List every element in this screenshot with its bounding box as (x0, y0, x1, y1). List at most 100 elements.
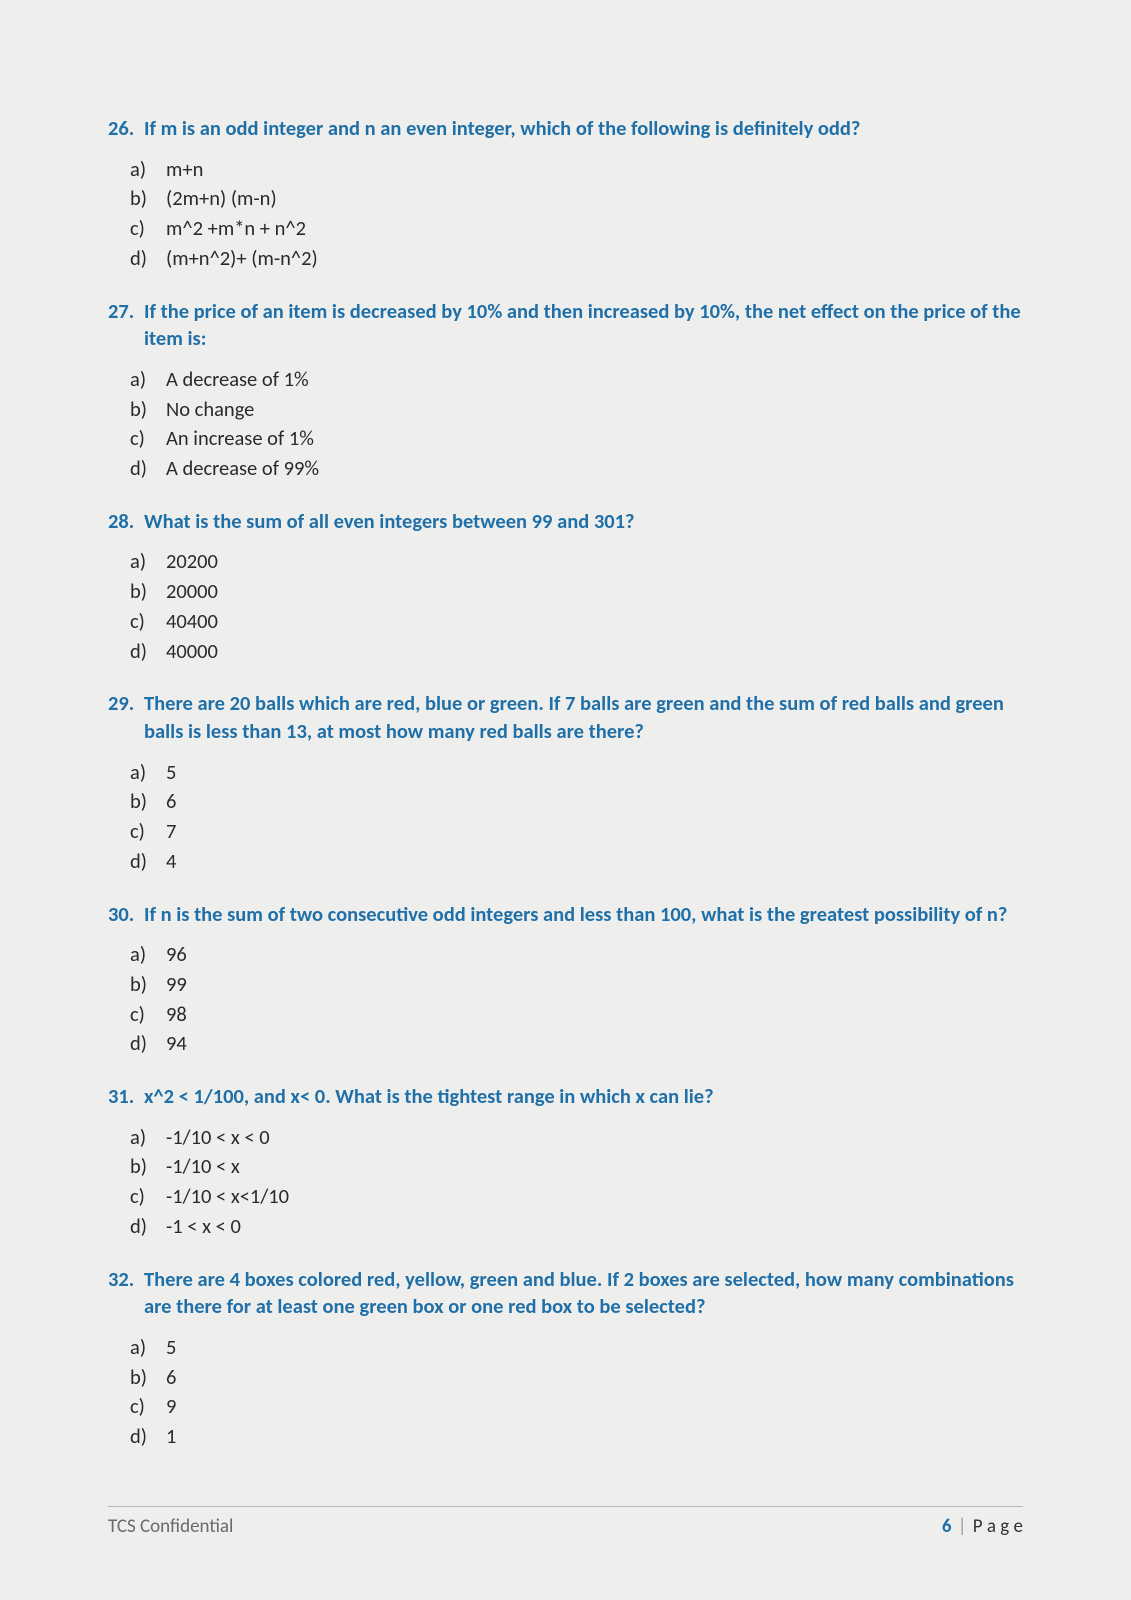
option-text: 4 (166, 847, 1023, 877)
option-label: b) (130, 395, 166, 425)
question-number: 29. (108, 690, 144, 745)
option-item: c)-1/10 < x<1/10 (130, 1182, 1023, 1212)
question-text: 28.What is the sum of all even integers … (108, 508, 1023, 536)
option-text: -1/10 < x<1/10 (166, 1182, 1023, 1212)
option-text: 6 (166, 787, 1023, 817)
option-label: d) (130, 637, 166, 667)
page-footer: TCS Confidential 6 | P a g e (108, 1506, 1023, 1538)
option-item: b)6 (130, 1363, 1023, 1393)
option-item: d)1 (130, 1422, 1023, 1452)
options-list: a)5b)6c)9d)1 (108, 1333, 1023, 1452)
option-label: a) (130, 365, 166, 395)
option-text: -1/10 < x (166, 1152, 1023, 1182)
option-label: c) (130, 1000, 166, 1030)
question-body: There are 4 boxes colored red, yellow, g… (144, 1266, 1023, 1321)
question-text: 26.If m is an odd integer and n an even … (108, 115, 1023, 143)
options-list: a)m+nb)(2m+n) (m-n)c)m^2 +m*n + n^2d)(m+… (108, 155, 1023, 274)
option-text: 9 (166, 1392, 1023, 1422)
page-number: 6 (942, 1515, 952, 1538)
option-label: c) (130, 817, 166, 847)
option-label: c) (130, 1182, 166, 1212)
option-text: 98 (166, 1000, 1023, 1030)
option-label: a) (130, 155, 166, 185)
question-block: 32.There are 4 boxes colored red, yellow… (108, 1266, 1023, 1452)
option-item: b)(2m+n) (m-n) (130, 184, 1023, 214)
question-text: 31.x^2 < 1/100, and x< 0. What is the ti… (108, 1083, 1023, 1111)
question-body: x^2 < 1/100, and x< 0. What is the tight… (144, 1083, 1023, 1111)
question-body: If n is the sum of two consecutive odd i… (144, 901, 1023, 929)
option-item: a)5 (130, 758, 1023, 788)
option-text: 1 (166, 1422, 1023, 1452)
option-label: b) (130, 1152, 166, 1182)
option-item: c)An increase of 1% (130, 424, 1023, 454)
question-list: 26.If m is an odd integer and n an even … (108, 115, 1023, 1452)
question-text: 29.There are 20 balls which are red, blu… (108, 690, 1023, 745)
option-text: No change (166, 395, 1023, 425)
option-text: 40400 (166, 607, 1023, 637)
option-item: a)96 (130, 940, 1023, 970)
question-text: 27.If the price of an item is decreased … (108, 298, 1023, 353)
option-text: (m+n^2)+ (m-n^2) (166, 244, 1023, 274)
option-item: c)9 (130, 1392, 1023, 1422)
option-text: An increase of 1% (166, 424, 1023, 454)
option-label: d) (130, 1029, 166, 1059)
option-item: d)94 (130, 1029, 1023, 1059)
question-text: 30.If n is the sum of two consecutive od… (108, 901, 1023, 929)
option-text: 5 (166, 1333, 1023, 1363)
option-text: A decrease of 1% (166, 365, 1023, 395)
option-item: c)7 (130, 817, 1023, 847)
question-number: 26. (108, 115, 144, 143)
option-text: 20200 (166, 547, 1023, 577)
options-list: a)A decrease of 1%b)No changec)An increa… (108, 365, 1023, 484)
option-label: b) (130, 577, 166, 607)
option-text: 96 (166, 940, 1023, 970)
option-label: a) (130, 940, 166, 970)
option-text: 5 (166, 758, 1023, 788)
option-text: 99 (166, 970, 1023, 1000)
option-item: b)20000 (130, 577, 1023, 607)
option-item: a)-1/10 < x < 0 (130, 1123, 1023, 1153)
option-text: m+n (166, 155, 1023, 185)
option-label: d) (130, 1422, 166, 1452)
option-text: 6 (166, 1363, 1023, 1393)
question-body: If the price of an item is decreased by … (144, 298, 1023, 353)
question-block: 28.What is the sum of all even integers … (108, 508, 1023, 667)
option-text: 7 (166, 817, 1023, 847)
option-text: -1 < x < 0 (166, 1212, 1023, 1242)
option-item: c)m^2 +m*n + n^2 (130, 214, 1023, 244)
option-item: d)4 (130, 847, 1023, 877)
question-body: If m is an odd integer and n an even int… (144, 115, 1023, 143)
options-list: a)-1/10 < x < 0b)-1/10 < xc)-1/10 < x<1/… (108, 1123, 1023, 1242)
question-block: 27.If the price of an item is decreased … (108, 298, 1023, 484)
option-text: 94 (166, 1029, 1023, 1059)
question-block: 26.If m is an odd integer and n an even … (108, 115, 1023, 274)
option-text: A decrease of 99% (166, 454, 1023, 484)
footer-left: TCS Confidential (108, 1515, 233, 1538)
option-label: a) (130, 547, 166, 577)
option-label: d) (130, 244, 166, 274)
question-number: 27. (108, 298, 144, 353)
option-item: d)-1 < x < 0 (130, 1212, 1023, 1242)
option-text: (2m+n) (m-n) (166, 184, 1023, 214)
footer-page: 6 | P a g e (942, 1515, 1023, 1538)
option-label: d) (130, 454, 166, 484)
option-item: a)m+n (130, 155, 1023, 185)
option-label: d) (130, 1212, 166, 1242)
question-body: What is the sum of all even integers bet… (144, 508, 1023, 536)
question-block: 31.x^2 < 1/100, and x< 0. What is the ti… (108, 1083, 1023, 1242)
option-label: a) (130, 1333, 166, 1363)
question-block: 30.If n is the sum of two consecutive od… (108, 901, 1023, 1060)
question-block: 29.There are 20 balls which are red, blu… (108, 690, 1023, 876)
option-item: c)40400 (130, 607, 1023, 637)
option-item: a)A decrease of 1% (130, 365, 1023, 395)
option-label: b) (130, 970, 166, 1000)
option-label: d) (130, 847, 166, 877)
question-number: 30. (108, 901, 144, 929)
option-item: b)6 (130, 787, 1023, 817)
option-item: a)20200 (130, 547, 1023, 577)
option-item: b)-1/10 < x (130, 1152, 1023, 1182)
page-label: P a g e (973, 1515, 1023, 1538)
option-item: c)98 (130, 1000, 1023, 1030)
option-item: a)5 (130, 1333, 1023, 1363)
option-label: c) (130, 424, 166, 454)
